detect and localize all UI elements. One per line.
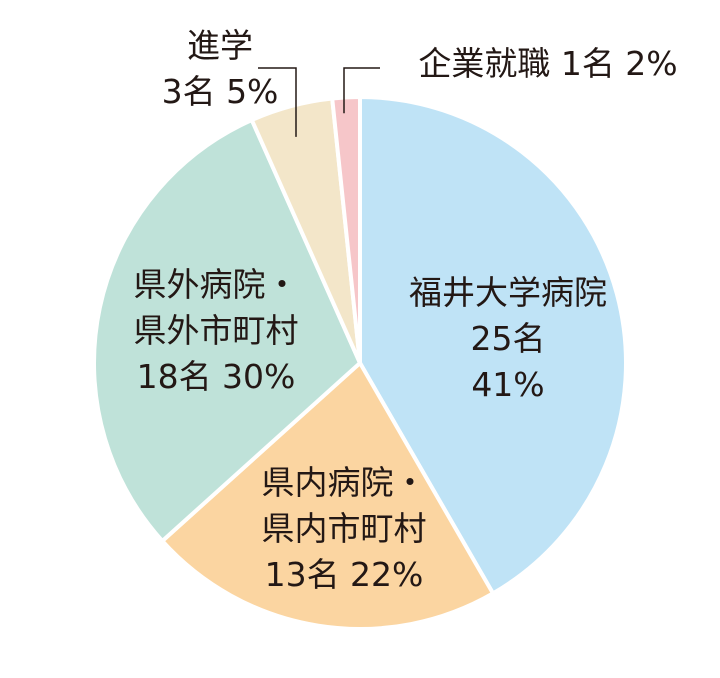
slice-label-2-line-3: 13名 22%: [265, 555, 424, 594]
slice-label-4-line-2: 3名 5%: [162, 72, 279, 111]
slice-label-1-line-2: 25名: [471, 319, 546, 358]
slice-label-2: 県内病院・県内市町村 13名 22%: [262, 463, 427, 594]
leader-lines: [258, 67, 380, 137]
pie-slices: [92, 95, 628, 631]
leader-line-5: [343, 67, 380, 114]
slice-label-4: 進学 3名 5%: [162, 26, 279, 111]
slice-label-5: 企業就職 1名 2%: [418, 44, 677, 83]
pie-slice-2: [160, 361, 495, 631]
slice-label-3-line-3: 18名 30%: [137, 357, 296, 396]
slice-label-1: 福井大学病院 25名 41%: [409, 273, 607, 404]
slice-label-3-line-2: 県外市町村: [134, 311, 299, 350]
slice-label-3-line-1: 県外病院・: [134, 265, 299, 304]
slice-label-5-line-1: 企業就職 1名 2%: [418, 44, 677, 83]
slice-label-2-line-2: 県内市町村: [262, 509, 427, 548]
pie-slice-1: [358, 95, 628, 596]
slice-labels: 福井大学病院 25名 41% 県内病院・県内市町村 13名 22% 県外病院・県外市町村 1…: [134, 26, 678, 594]
slice-label-4-line-1: 進学: [187, 26, 253, 65]
slice-label-3: 県外病院・県外市町村 18名 30%: [134, 265, 299, 396]
pie-slice-3: [92, 118, 362, 543]
slice-label-1-line-1: 福井大学病院: [409, 273, 607, 312]
leader-line-4: [258, 67, 297, 137]
slice-label-1-line-3: 41%: [471, 365, 544, 404]
pie-slice-5: [330, 95, 362, 365]
slice-label-2-line-1: 県内病院・: [262, 463, 427, 502]
